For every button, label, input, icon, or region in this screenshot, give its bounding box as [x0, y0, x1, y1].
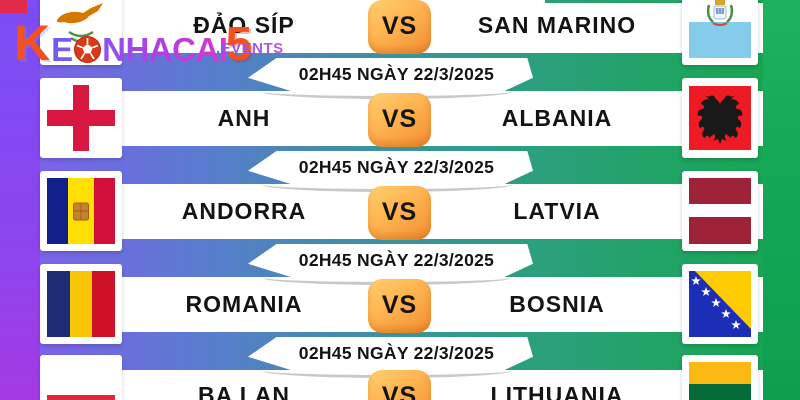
top-band-sliver [545, 0, 763, 3]
vs-badge: VS [368, 370, 431, 400]
kickoff-banner: 02H45 NGÀY 22/3/2025 [248, 58, 533, 91]
kickoff-time: 02H45 NGÀY 22/3/2025 [298, 343, 495, 363]
kickoff-banner: 02H45 NGÀY 22/3/2025 [248, 337, 533, 370]
away-team-name: ALBANIA [501, 105, 613, 131]
home-team-name: ANH [217, 105, 271, 131]
flag-box [40, 355, 122, 400]
home-team-name: BA LAN [197, 382, 291, 400]
logo-domain-suffix: .EVENTS [216, 40, 284, 57]
albania-flag-icon [689, 86, 751, 150]
logo-letters-nhacai: NHACAI [102, 31, 228, 68]
right-accent-strip [763, 0, 800, 400]
andorra-flag-icon [47, 178, 115, 244]
away-team-name: SAN MARINO [477, 12, 637, 38]
vs-badge: VS [368, 93, 431, 147]
flag-box [682, 264, 758, 344]
flag-box [40, 171, 122, 251]
kickoff-banner: 02H45 NGÀY 22/3/2025 [248, 151, 533, 184]
vs-badge: VS [368, 0, 431, 54]
soccer-ball-icon [74, 36, 102, 63]
england-flag-icon [47, 85, 115, 151]
flag-box [40, 264, 122, 344]
left-accent-strip [0, 0, 40, 400]
poland-flag-icon [47, 362, 115, 400]
logo-letter-k: K [14, 15, 51, 71]
top-left-red-patch [0, 0, 27, 13]
site-logo: K E NHACAI 5 [14, 14, 252, 71]
flag-box [682, 171, 758, 251]
latvia-flag-icon [689, 178, 751, 244]
romania-flag-icon [47, 271, 115, 337]
kickoff-time: 02H45 NGÀY 22/3/2025 [298, 157, 495, 177]
lithuania-flag-icon [689, 362, 751, 400]
away-team-name: LATVIA [513, 198, 601, 224]
away-team-name: LITHUANIA [490, 382, 624, 400]
vs-label: VS [381, 11, 418, 40]
home-team-name: ROMANIA [185, 291, 303, 317]
vs-label: VS [381, 381, 418, 400]
vs-badge: VS [368, 186, 431, 240]
logo-letter-e: E [51, 31, 74, 68]
flag-box [40, 78, 122, 158]
flag-box [682, 355, 758, 400]
away-team-name: BOSNIA [509, 291, 605, 317]
san-marino-flag-icon [689, 0, 751, 58]
logo-number-5: 5 [225, 20, 252, 68]
flag-box [682, 78, 758, 158]
flag-box [682, 0, 758, 65]
bosnia-flag-icon [689, 271, 751, 337]
home-team-name: ĐẢO SÍP [193, 12, 295, 38]
kickoff-banner: 02H45 NGÀY 22/3/2025 [248, 244, 533, 277]
vs-label: VS [381, 197, 418, 226]
vs-badge: VS [368, 279, 431, 333]
kickoff-time: 02H45 NGÀY 22/3/2025 [298, 64, 495, 84]
vs-label: VS [381, 290, 418, 319]
vs-label: VS [381, 104, 418, 133]
kickoff-time: 02H45 NGÀY 22/3/2025 [298, 250, 495, 270]
home-team-name: ANDORRA [181, 198, 307, 224]
